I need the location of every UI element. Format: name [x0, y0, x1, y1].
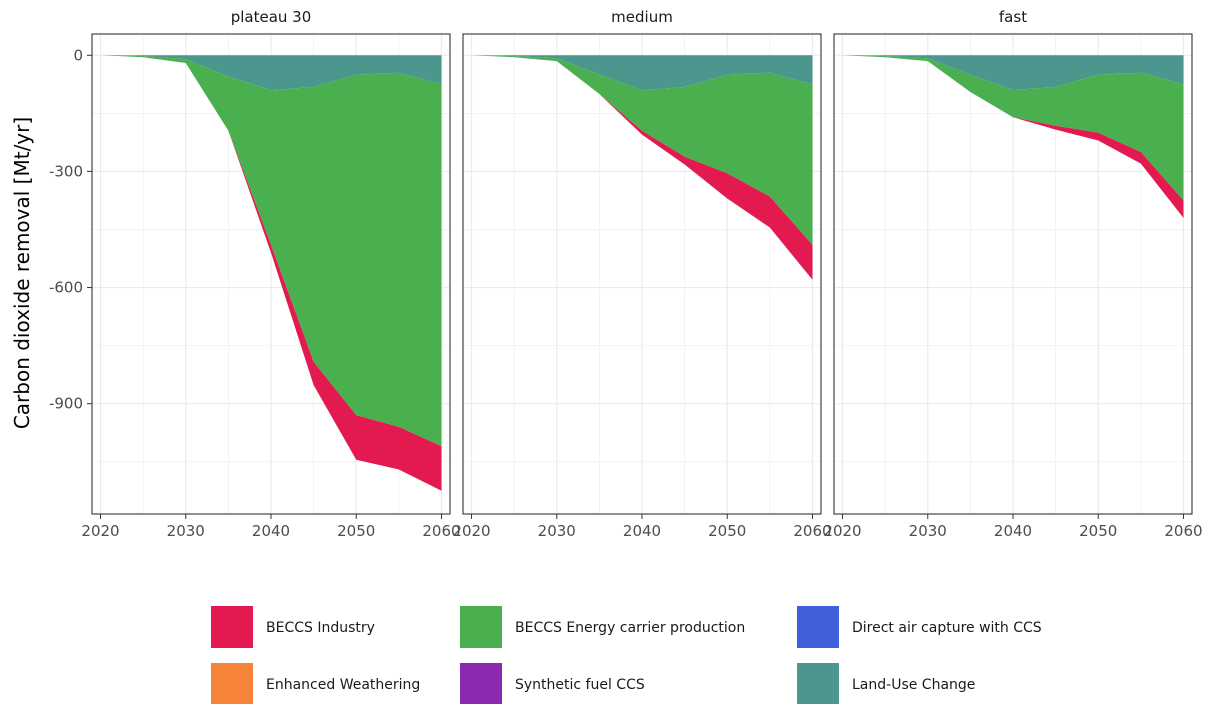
legend-item-enhanced-weathering: Enhanced Weathering: [211, 663, 420, 705]
area-beccs-energy-carrier-production: [471, 55, 813, 245]
panels: plateau 30 2020 2030 2040 2050 2060 0 -300 -600 -…: [49, 8, 1203, 540]
panel-title: medium: [611, 8, 673, 26]
x-tick-label: 2060: [1164, 522, 1202, 540]
x-tick-label: 2030: [167, 522, 205, 540]
area-land-use-change: [842, 55, 1184, 91]
legend-item-beccs-industry: BECCS Industry: [211, 606, 375, 648]
legend-swatch: [460, 663, 502, 705]
legend-label: Synthetic fuel CCS: [515, 677, 645, 693]
panel-title: plateau 30: [231, 8, 312, 26]
y-tick-label: 0: [73, 46, 83, 64]
x-tick-label: 2020: [823, 522, 861, 540]
x-tick-label: 2050: [708, 522, 746, 540]
legend-label: Land-Use Change: [852, 677, 975, 693]
legend-item-synthetic-fuel-ccs: Synthetic fuel CCS: [460, 663, 645, 705]
y-tick-label: -600: [49, 279, 83, 297]
legend-label: BECCS Energy carrier production: [515, 620, 745, 636]
area-beccs-industry: [100, 55, 442, 491]
area-land-use-change: [471, 55, 813, 91]
legend-swatch: [797, 606, 839, 648]
x-tick-label: 2050: [337, 522, 375, 540]
x-tick-label: 2060: [793, 522, 831, 540]
x-tick-label: 2040: [994, 522, 1032, 540]
legend: BECCS Industry BECCS Energy carrier produ…: [211, 606, 1042, 705]
legend-item-beccs-energy-carrier-production: BECCS Energy carrier production: [460, 606, 745, 648]
legend-item-land-use-change: Land-Use Change: [797, 663, 975, 705]
x-tick-label: 2030: [538, 522, 576, 540]
x-tick-label: 2030: [909, 522, 947, 540]
legend-item-direct-air-capture-with-ccs: Direct air capture with CCS: [797, 606, 1042, 648]
panel-plateau-30: plateau 30 2020 2030 2040 2050 2060 0 -300 -600 -…: [49, 8, 461, 540]
panel-title: fast: [999, 8, 1027, 26]
legend-swatch: [797, 663, 839, 705]
x-tick-label: 2060: [422, 522, 460, 540]
legend-swatch: [211, 663, 253, 705]
y-axis-title: Carbon dioxide removal [Mt/yr]: [10, 117, 34, 429]
y-tick-label: -900: [49, 395, 83, 413]
area-beccs-energy-carrier-production: [100, 55, 442, 447]
legend-label: Enhanced Weathering: [266, 677, 420, 693]
legend-label: Direct air capture with CCS: [852, 620, 1042, 636]
x-tick-label: 2020: [452, 522, 490, 540]
legend-swatch: [211, 606, 253, 648]
panel-medium: medium 2020 2030 2040 2050 2060: [452, 8, 831, 540]
legend-swatch: [460, 606, 502, 648]
y-tick-label: -300: [49, 162, 83, 180]
area-beccs-energy-carrier-production: [842, 55, 1184, 201]
x-tick-label: 2040: [252, 522, 290, 540]
x-tick-label: 2040: [623, 522, 661, 540]
legend-label: BECCS Industry: [266, 620, 375, 636]
x-tick-label: 2020: [81, 522, 119, 540]
area-land-use-change: [100, 55, 442, 91]
x-tick-label: 2050: [1079, 522, 1117, 540]
panel-fast: fast 2020 2030 2040 2050 2060: [823, 8, 1202, 540]
